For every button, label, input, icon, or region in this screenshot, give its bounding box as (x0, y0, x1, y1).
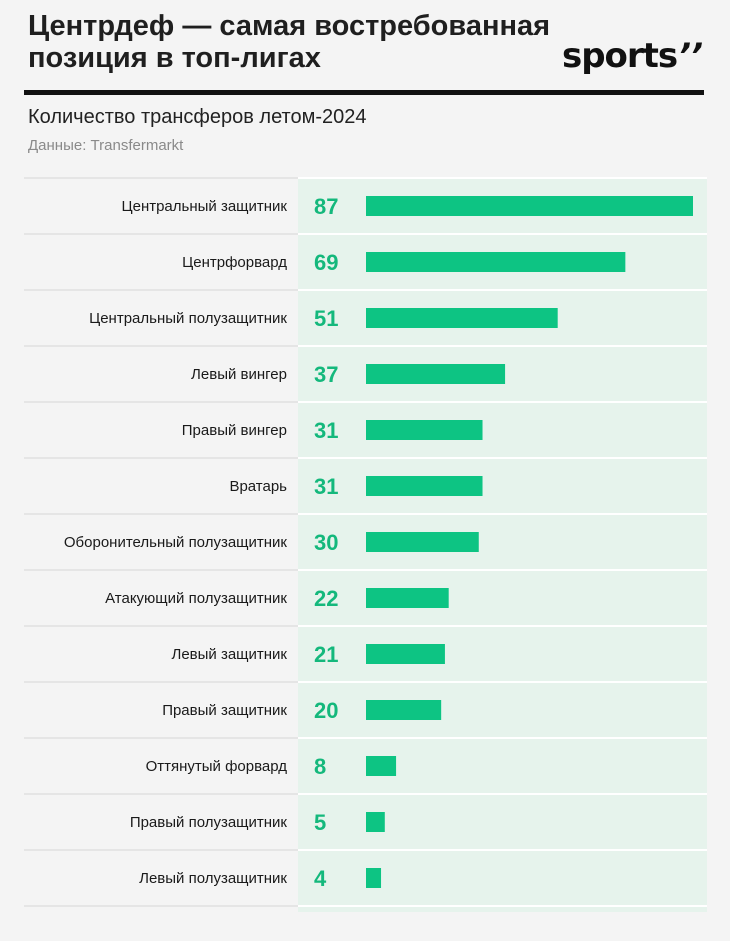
bar (366, 252, 626, 272)
sports-logo: sports’’ (561, 36, 703, 76)
category-label: Атакующий полузащитник (105, 590, 287, 607)
bar (366, 756, 397, 776)
logo-text: sports (561, 36, 678, 76)
category-label: Левый защитник (171, 646, 287, 663)
category-label: Правый защитник (162, 702, 287, 719)
bar (366, 868, 382, 888)
bar (366, 532, 479, 552)
category-label: Правый полузащитник (130, 814, 288, 831)
bar (366, 588, 449, 608)
category-label: Левый вингер (191, 366, 287, 383)
value-label: 20 (314, 698, 338, 723)
bar (366, 812, 385, 832)
chart-subtitle: Количество трансферов летом-2024 (28, 106, 367, 128)
bar (366, 700, 442, 720)
chart-title: Центрдеф — самая востребованная позиция … (28, 10, 551, 74)
bar (366, 308, 558, 328)
bar (366, 420, 483, 440)
category-label: Вратарь (229, 478, 287, 495)
value-label: 30 (314, 530, 338, 555)
value-label: 21 (314, 642, 338, 667)
data-source: Данные: Transfermarkt (28, 137, 184, 154)
category-label: Центральный полузащитник (89, 310, 287, 327)
value-label: 22 (314, 586, 338, 611)
value-label: 8 (314, 754, 326, 779)
bar (366, 196, 693, 216)
category-label: Левый полузащитник (139, 870, 287, 887)
value-label: 4 (314, 866, 327, 891)
value-label: 31 (314, 474, 338, 499)
category-label: Центральный защитник (122, 198, 288, 215)
logo-marks: ’’ (678, 36, 703, 76)
bar (366, 644, 445, 664)
category-label: Оттянутый форвард (146, 758, 288, 775)
header-divider (24, 90, 704, 95)
category-label: Правый вингер (182, 422, 287, 439)
value-label: 5 (314, 810, 326, 835)
value-label: 69 (314, 250, 338, 275)
bar (366, 476, 483, 496)
value-label: 37 (314, 362, 338, 387)
category-label: Оборонительный полузащитник (64, 534, 288, 551)
bar (366, 364, 506, 384)
category-label: Центрфорвард (182, 254, 287, 271)
value-label: 31 (314, 418, 338, 443)
value-label: 51 (314, 306, 338, 331)
value-label: 87 (314, 194, 338, 219)
